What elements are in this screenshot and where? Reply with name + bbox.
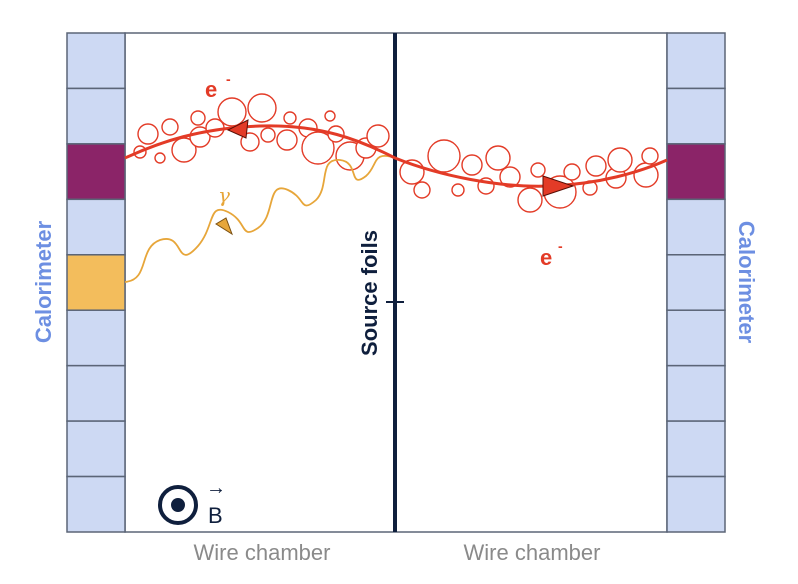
left-wire-chamber-label: Wire chamber [194, 540, 331, 565]
magnetic-field-out-of-page-icon [158, 485, 198, 525]
right-calorimeter [666, 32, 726, 533]
gamma-label: γ [218, 183, 230, 207]
gamma-arrow [215, 217, 233, 236]
electron-track-left [124, 124, 396, 160]
tracker-hit-circle [530, 162, 546, 178]
tracker-hit-circle [413, 181, 431, 199]
tracker-hit-circle [641, 147, 659, 165]
calorimeter-block-normal [666, 364, 726, 422]
tracker-hit-circle [137, 123, 159, 145]
calorimeter-block-hit-electron [666, 143, 726, 201]
electron-label-top-sup: - [226, 71, 231, 87]
calorimeter-block-normal [666, 87, 726, 145]
tracker-hit-circle [366, 124, 390, 148]
electron-arrow-right [542, 175, 575, 197]
tracker-hit-circle [607, 147, 633, 173]
tracker-hit-circle [461, 154, 483, 176]
calorimeter-block-normal [66, 475, 126, 533]
tracker-hit-circle [485, 145, 511, 171]
tracker-hit-circle [247, 93, 277, 123]
tracker-hit-circle [154, 152, 166, 164]
tracker-hit-circle [517, 187, 543, 213]
right-wire-chamber-label: Wire chamber [464, 540, 601, 565]
calorimeter-block-hit-electron [66, 143, 126, 201]
tracker-hit-circle [276, 129, 298, 151]
electron-arrow-left [226, 119, 249, 139]
left-calorimeter [66, 32, 126, 533]
left-calorimeter-label: Calorimeter [31, 220, 56, 343]
tracker-hit-circle [301, 131, 335, 165]
field-vector-arrow: → [206, 477, 226, 499]
tracker-hit-circle [585, 155, 607, 177]
tracker-hit-circle [190, 110, 206, 126]
calorimeter-block-normal [66, 364, 126, 422]
source-foils-label: Source foils [357, 230, 382, 356]
calorimeter-block-normal [66, 32, 126, 90]
tracker-hit-circle [260, 127, 276, 143]
calorimeter-block-normal [66, 198, 126, 256]
tracker-hit-circle [283, 111, 297, 125]
calorimeter-block-normal [66, 87, 126, 145]
calorimeter-block-normal [666, 198, 726, 256]
electron-label-right-sup: - [558, 238, 563, 254]
tracker-hits [133, 93, 659, 213]
right-calorimeter-label: Calorimeter [734, 221, 759, 344]
tracker-hit-circle [427, 139, 461, 173]
tracker-hit-circle [451, 183, 465, 197]
calorimeter-block-hit-gamma [66, 254, 126, 311]
electron-label-right: e [540, 245, 552, 270]
field-label: B [208, 503, 223, 528]
calorimeter-block-normal [666, 32, 726, 90]
electron-label-top: e [205, 77, 217, 102]
tracker-hit-circle [217, 97, 247, 127]
calorimeter-block-normal [666, 254, 726, 311]
tracker-hit-circle [563, 163, 581, 181]
calorimeter-block-normal [666, 420, 726, 478]
calorimeter-block-normal [66, 309, 126, 367]
calorimeter-block-normal [66, 420, 126, 478]
tracker-hit-circle [324, 110, 336, 122]
gamma-track [124, 155, 396, 283]
calorimeter-block-normal [666, 475, 726, 533]
calorimeter-block-normal [666, 309, 726, 367]
tracker-hit-circle [499, 166, 521, 188]
tracker-hit-circle [161, 118, 179, 136]
